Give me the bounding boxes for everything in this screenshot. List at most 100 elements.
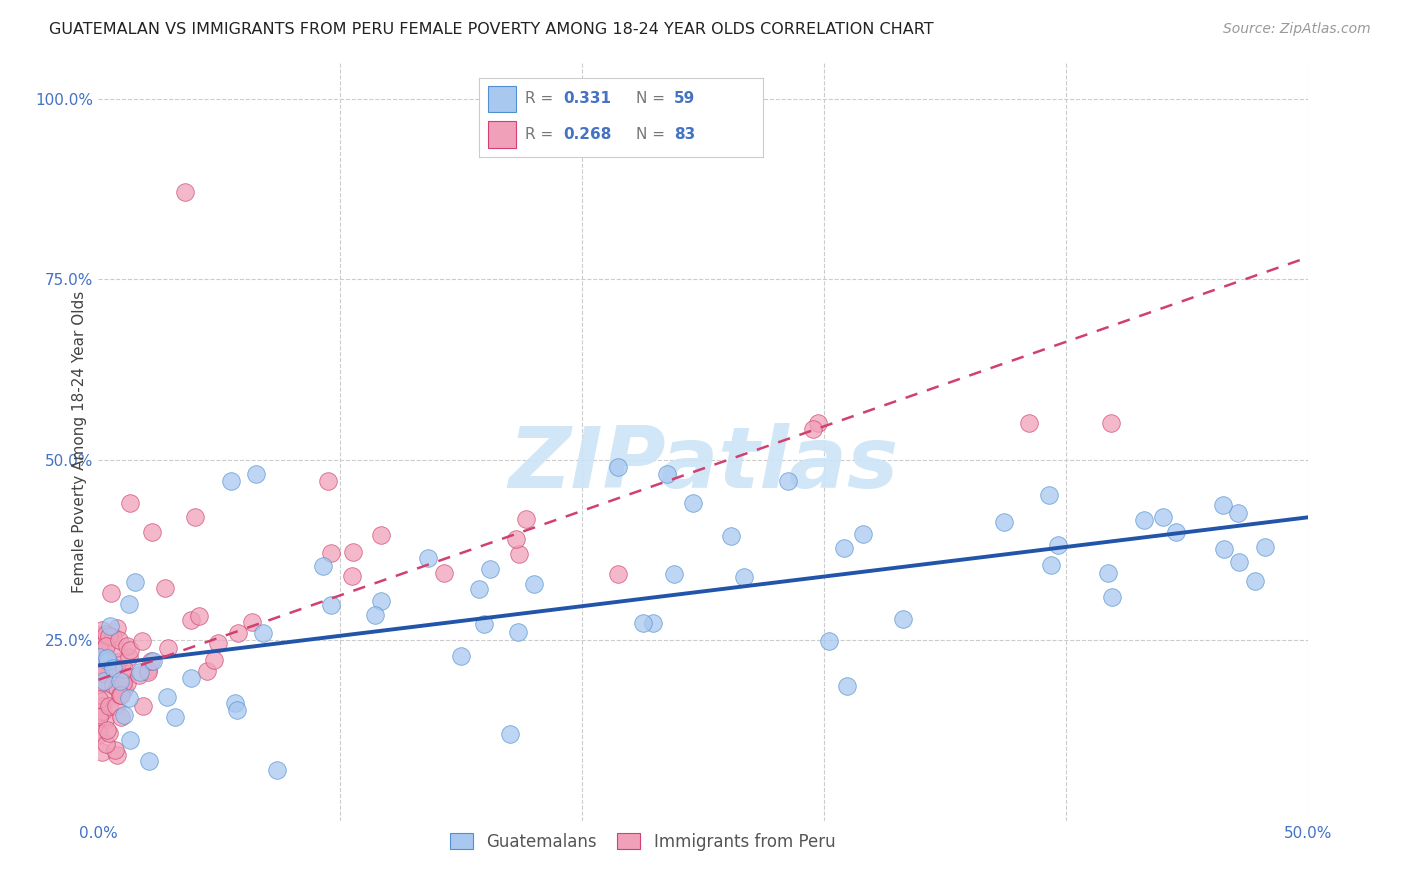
Point — [832, 541, 855, 555]
Point — [90, 643, 112, 657]
Point — [242, 615, 264, 629]
Point — [806, 417, 828, 431]
Point — [664, 566, 686, 581]
Point — [224, 696, 246, 710]
Point — [90, 745, 112, 759]
Point — [180, 613, 202, 627]
Point — [94, 639, 117, 653]
Point — [105, 661, 128, 675]
Point — [93, 666, 115, 681]
Point — [112, 662, 135, 676]
Point — [720, 529, 742, 543]
Point — [1046, 538, 1069, 552]
Point — [117, 690, 139, 705]
Point — [498, 727, 520, 741]
Point — [508, 547, 530, 561]
Point — [506, 624, 529, 639]
Point — [104, 698, 127, 713]
Point — [252, 626, 274, 640]
Point — [142, 654, 165, 668]
Point — [195, 664, 218, 678]
Point — [98, 619, 121, 633]
Point — [1038, 488, 1060, 502]
Point — [118, 496, 141, 510]
Point — [1018, 417, 1040, 431]
Point — [141, 524, 163, 539]
Point — [101, 631, 124, 645]
Point — [342, 545, 364, 559]
Point — [468, 582, 491, 597]
Point — [1213, 542, 1236, 557]
Point — [221, 475, 243, 489]
Point — [90, 645, 112, 659]
Point — [108, 633, 131, 648]
Point — [607, 459, 630, 474]
Point — [97, 629, 120, 643]
Point — [184, 510, 207, 524]
Point — [128, 667, 150, 681]
Point — [91, 704, 114, 718]
Point — [112, 681, 135, 696]
Point — [87, 710, 110, 724]
Point — [118, 650, 141, 665]
Point — [316, 475, 339, 489]
Point — [100, 586, 122, 600]
Point — [110, 689, 132, 703]
Point — [1099, 417, 1122, 431]
Point — [115, 675, 138, 690]
Point — [1152, 510, 1174, 524]
Point — [1212, 498, 1234, 512]
Point — [163, 710, 186, 724]
Point — [1097, 566, 1119, 581]
Point — [93, 713, 115, 727]
Point — [319, 599, 342, 613]
Point — [118, 597, 141, 611]
Text: Source: ZipAtlas.com: Source: ZipAtlas.com — [1223, 22, 1371, 37]
Point — [180, 671, 202, 685]
Point — [606, 566, 628, 581]
Point — [87, 661, 110, 675]
Point — [89, 657, 111, 672]
Point — [89, 677, 111, 691]
Point — [818, 634, 841, 648]
Point — [370, 527, 392, 541]
Point — [245, 467, 267, 481]
Point — [655, 467, 678, 481]
Point — [1164, 524, 1187, 539]
Point — [101, 661, 124, 675]
Point — [631, 615, 654, 630]
Point — [94, 691, 117, 706]
Point — [105, 621, 128, 635]
Point — [891, 612, 914, 626]
Point — [110, 674, 132, 689]
Point — [1101, 590, 1123, 604]
Point — [225, 704, 247, 718]
Text: ZIPatlas: ZIPatlas — [508, 423, 898, 506]
Point — [101, 678, 124, 692]
Point — [97, 654, 120, 668]
Point — [1227, 506, 1250, 520]
Point — [364, 607, 387, 622]
Point — [156, 690, 179, 705]
Point — [87, 650, 110, 665]
Point — [157, 641, 180, 656]
Point — [138, 754, 160, 768]
Point — [515, 512, 537, 526]
Point — [312, 558, 335, 573]
Point — [226, 626, 249, 640]
Point — [124, 575, 146, 590]
Point — [472, 616, 495, 631]
Point — [112, 708, 135, 723]
Point — [89, 705, 111, 719]
Point — [505, 533, 527, 547]
Point — [93, 673, 115, 688]
Point — [89, 634, 111, 648]
Point — [118, 732, 141, 747]
Point — [139, 654, 162, 668]
Point — [96, 650, 118, 665]
Point — [450, 648, 472, 663]
Point — [1227, 555, 1250, 569]
Point — [1039, 558, 1062, 573]
Point — [115, 640, 138, 654]
Point — [93, 663, 115, 677]
